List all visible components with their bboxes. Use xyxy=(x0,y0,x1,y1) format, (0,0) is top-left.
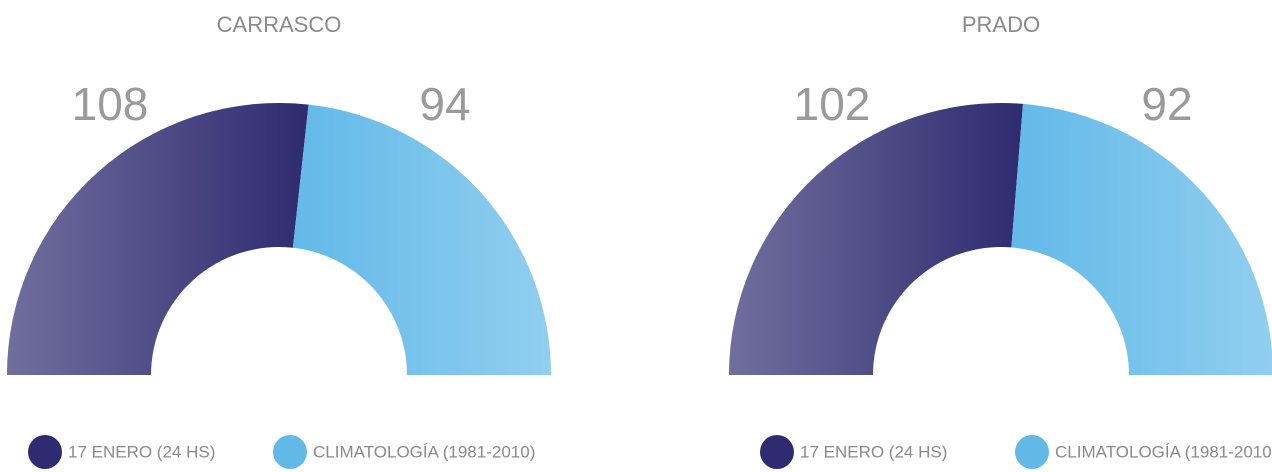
segment-shade xyxy=(7,102,309,375)
legend-label: 17 ENERO (24 HS) xyxy=(68,442,215,461)
legend-label: CLIMATOLOGÍA (1981-2010) xyxy=(1055,442,1272,461)
legend-swatch xyxy=(28,435,62,469)
legend-label: 17 ENERO (24 HS) xyxy=(800,442,947,461)
segment-shade xyxy=(292,104,551,375)
value-label: 92 xyxy=(1141,78,1192,130)
chart-title: PRADO xyxy=(962,12,1040,37)
value-label: 108 xyxy=(72,78,149,130)
segment-shade xyxy=(1011,103,1272,375)
legend-label: CLIMATOLOGÍA (1981-2010) xyxy=(313,442,535,461)
legend-swatch xyxy=(760,435,794,469)
legend-swatch xyxy=(273,435,307,469)
segment-shade xyxy=(729,103,1023,375)
legend-swatch xyxy=(1015,435,1049,469)
chart-title: CARRASCO xyxy=(217,12,342,37)
value-label: 102 xyxy=(794,78,871,130)
value-label: 94 xyxy=(419,78,470,130)
